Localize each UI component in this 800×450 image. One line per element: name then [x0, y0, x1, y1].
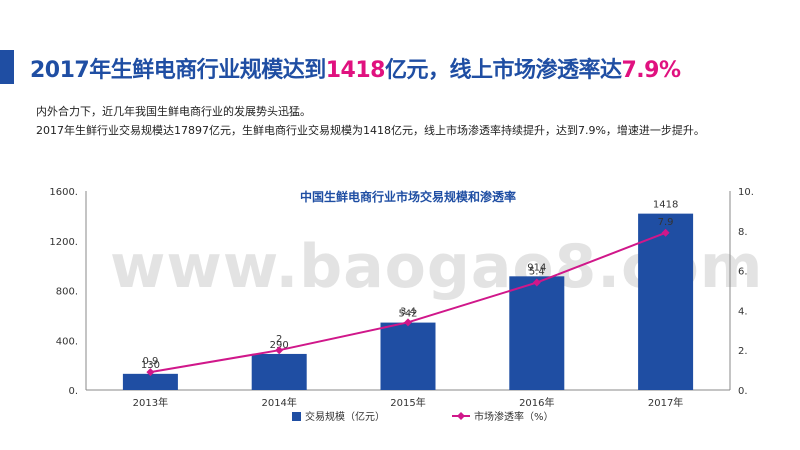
- bar-value-label: 130: [141, 360, 160, 371]
- y-right-tick-label: 8.: [738, 227, 748, 238]
- legend-bar-label: 交易规模（亿元）: [305, 410, 385, 423]
- x-tick-label: 2013年: [133, 396, 168, 409]
- y-right-tick-label: 2.: [738, 346, 748, 357]
- rate-point: [275, 346, 284, 355]
- rate-value-label: 5.4: [529, 267, 545, 278]
- y-right-tick-label: 6.: [738, 267, 748, 278]
- bar: [251, 353, 307, 390]
- y-left-tick-label: 0.: [68, 386, 78, 397]
- y-left-tick-label: 400.: [56, 336, 78, 347]
- bar-value-label: 542: [398, 309, 417, 320]
- y-left-tick-label: 1600.: [49, 187, 78, 198]
- y-right-tick-label: 4.: [738, 306, 748, 317]
- chart-title: 中国生鲜电商行业市场交易规模和渗透率: [300, 189, 516, 204]
- page-title: 2017年生鲜电商行业规模达到1418亿元，线上市场渗透率达7.9%: [30, 58, 681, 83]
- rate-point: [661, 228, 670, 237]
- y-left-tick-label: 1200.: [49, 237, 78, 248]
- legend-line-marker: [457, 412, 465, 420]
- bar: [509, 276, 565, 390]
- bar-value-label: 1418: [653, 200, 678, 211]
- y-left-tick-label: 800.: [56, 287, 78, 298]
- bar-value-label: 290: [270, 340, 289, 351]
- y-right-tick-label: 0.: [738, 386, 748, 397]
- bar: [122, 373, 178, 390]
- bar: [380, 322, 436, 390]
- rate-value-label: 7.9: [658, 217, 674, 228]
- summary-paragraph: 2017年生鲜行业交易规模达17897亿元，生鲜电商行业交易规模为1418亿元，…: [36, 124, 705, 137]
- x-tick-label: 2017年: [648, 396, 683, 409]
- x-tick-label: 2014年: [261, 396, 296, 409]
- bar: [638, 213, 694, 390]
- x-tick-label: 2015年: [390, 396, 425, 409]
- title-highlight-rate: 7.9%: [621, 58, 681, 83]
- title-highlight-value: 1418: [325, 58, 386, 83]
- legend-line-label: 市场渗透率（%）: [474, 410, 554, 423]
- rate-point: [404, 318, 412, 327]
- rate-point: [532, 278, 541, 287]
- legend-bar-swatch: [292, 412, 301, 421]
- rate-value-label: 3.4: [400, 306, 416, 317]
- rate-value-label: 2: [276, 334, 282, 345]
- rate-value-label: 0.9: [142, 356, 158, 367]
- title-accent-bar: [0, 50, 14, 84]
- x-tick-label: 2016年: [519, 396, 554, 409]
- bar-value-label: 914: [527, 262, 546, 273]
- intro-paragraph: 内外合力下，近几年我国生鲜电商行业的发展势头迅猛。: [36, 105, 311, 118]
- y-right-tick-label: 10.: [738, 187, 754, 198]
- rate-point: [146, 368, 155, 377]
